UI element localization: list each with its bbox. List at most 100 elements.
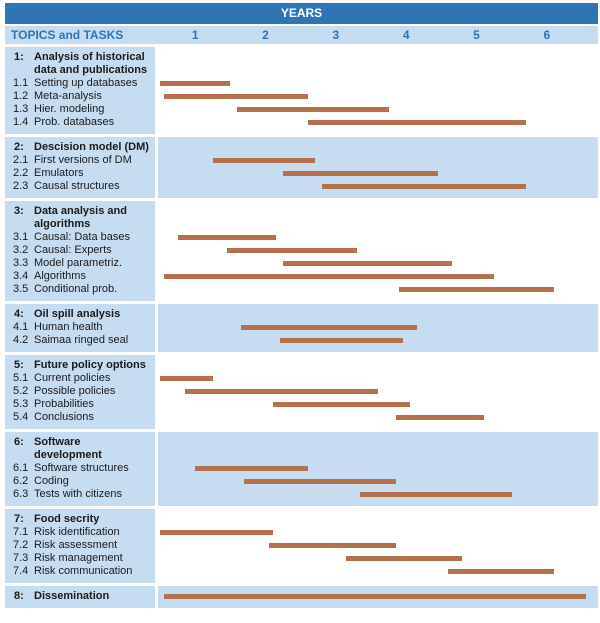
task-group: 3: Data analysis and algorithms 3.1 Causal: … (5, 201, 598, 301)
task-group: 2: Descision model (DM) 2.1 First versions … (5, 137, 598, 198)
task-id: 6.1 (13, 462, 29, 474)
task-bar (272, 402, 410, 407)
task-bar (279, 338, 403, 343)
task-group: 1: Analysis of historical data and publica… (5, 47, 598, 134)
task-label: Current policies (34, 372, 111, 384)
task-label: Risk assessment (34, 539, 118, 551)
task-id: 7.3 (13, 552, 29, 564)
group-number: 5: (14, 359, 24, 371)
task-bar (163, 94, 308, 99)
task-label: Possible policies (34, 385, 116, 397)
task-bar (269, 543, 396, 548)
year-label: 2 (262, 28, 269, 42)
task-label: Setting up databases (34, 77, 138, 89)
timeline-band (158, 47, 598, 134)
chart-title: YEARS (280, 6, 323, 20)
task-group: 7: Food secrity 7.1 Risk identification 7.2 R… (5, 509, 598, 583)
task-row: 6.1 Software structures (5, 462, 155, 475)
task-row: 5.4 Conclusions (5, 411, 155, 424)
task-id: 7.2 (13, 539, 29, 551)
task-bar (212, 158, 315, 163)
task-label: Meta-analysis (34, 90, 102, 102)
task-row: 1.3 Hier. modeling (5, 103, 155, 116)
task-id: 6.3 (13, 488, 29, 500)
task-label: First versions of DM (34, 154, 132, 166)
group-header: 2: Descision model (DM) (5, 141, 155, 154)
task-bar (307, 120, 526, 125)
task-row: 4.1 Human health (5, 321, 155, 334)
group-header: 6: Software development (5, 436, 155, 462)
task-id: 3.2 (13, 244, 29, 256)
task-row: 5.3 Probabilities (5, 398, 155, 411)
task-row: 6.3 Tests with citizens (5, 488, 155, 501)
task-row: 4.2 Saimaa ringed seal (5, 334, 155, 347)
timeline-band (158, 201, 598, 301)
group-labels: 7: Food secrity 7.1 Risk identification 7.2 R… (5, 509, 155, 583)
task-bar (226, 248, 357, 253)
task-label: Saimaa ringed seal (34, 334, 129, 346)
group-title-line: development (34, 449, 102, 461)
task-label: Conditional prob. (34, 283, 118, 295)
task-row: 3.4 Algorithms (5, 270, 155, 283)
task-bar (163, 594, 586, 599)
task-row: 1.2 Meta-analysis (5, 90, 155, 103)
task-group: 8: Dissemination (5, 586, 598, 608)
task-group: 5: Future policy options 5.1 Current polici… (5, 355, 598, 429)
task-bar (321, 184, 526, 189)
task-row: 7.4 Risk communication (5, 565, 155, 578)
group-number: 6: (14, 436, 24, 448)
task-label: Risk management (34, 552, 123, 564)
topics-header: TOPICS and TASKS (11, 28, 124, 42)
task-bar (283, 171, 438, 176)
task-bar (160, 81, 231, 86)
task-id: 2.3 (13, 180, 29, 192)
task-group: 4: Oil spill analysis 4.1 Human health 4.2 Sa… (5, 304, 598, 352)
task-row: 3.2 Causal: Experts (5, 244, 155, 257)
task-row: 1.4 Prob. databases (5, 116, 155, 129)
task-bar (237, 107, 389, 112)
task-id: 7.4 (13, 565, 29, 577)
task-bar (184, 389, 379, 394)
group-title-line: Analysis of historical (34, 51, 145, 63)
task-bar (240, 325, 417, 330)
group-title: Descision model (DM) (34, 141, 149, 154)
task-label: Causal: Experts (34, 244, 112, 256)
task-row: 3.5 Conditional prob. (5, 283, 155, 296)
group-header: 3: Data analysis and algorithms (5, 205, 155, 231)
task-label: Emulators (34, 167, 84, 179)
task-id: 1.1 (13, 77, 29, 89)
group-title-line: Software (34, 436, 81, 448)
task-id: 5.4 (13, 411, 29, 423)
group-title: Oil spill analysis (34, 308, 120, 321)
years-header: YEARS (5, 3, 598, 24)
task-label: Risk communication (34, 565, 133, 577)
task-row: 5.1 Current policies (5, 372, 155, 385)
task-row: 7.2 Risk assessment (5, 539, 155, 552)
task-row: 2.3 Causal structures (5, 180, 155, 193)
group-labels: 4: Oil spill analysis 4.1 Human health 4.2 Sa… (5, 304, 155, 352)
task-id: 1.3 (13, 103, 29, 115)
year-label: 3 (332, 28, 340, 42)
group-title-line: Data analysis and (34, 205, 127, 217)
group-title-line: Future policy options (34, 359, 146, 371)
task-label: Conclusions (34, 411, 94, 423)
task-id: 5.2 (13, 385, 29, 397)
task-bar (399, 287, 554, 292)
task-id: 3.3 (13, 257, 29, 269)
group-title: Analysis of historical data and publicati… (34, 51, 147, 77)
group-number: 4: (14, 308, 24, 320)
group-labels: 8: Dissemination (5, 586, 155, 608)
task-label: Algorithms (34, 270, 86, 282)
task-id: 5.1 (13, 372, 29, 384)
group-title: Future policy options (34, 359, 146, 372)
group-title: Software development (34, 436, 102, 462)
task-id: 2.1 (13, 154, 29, 166)
task-id: 1.2 (13, 90, 29, 102)
group-header: 8: Dissemination (5, 590, 155, 603)
task-bar (395, 415, 484, 420)
task-id: 2.2 (13, 167, 29, 179)
group-title-line: Descision model (DM) (34, 141, 149, 153)
group-title-line: Oil spill analysis (34, 308, 121, 320)
task-row: 3.3 Model parametriz. (5, 257, 155, 270)
